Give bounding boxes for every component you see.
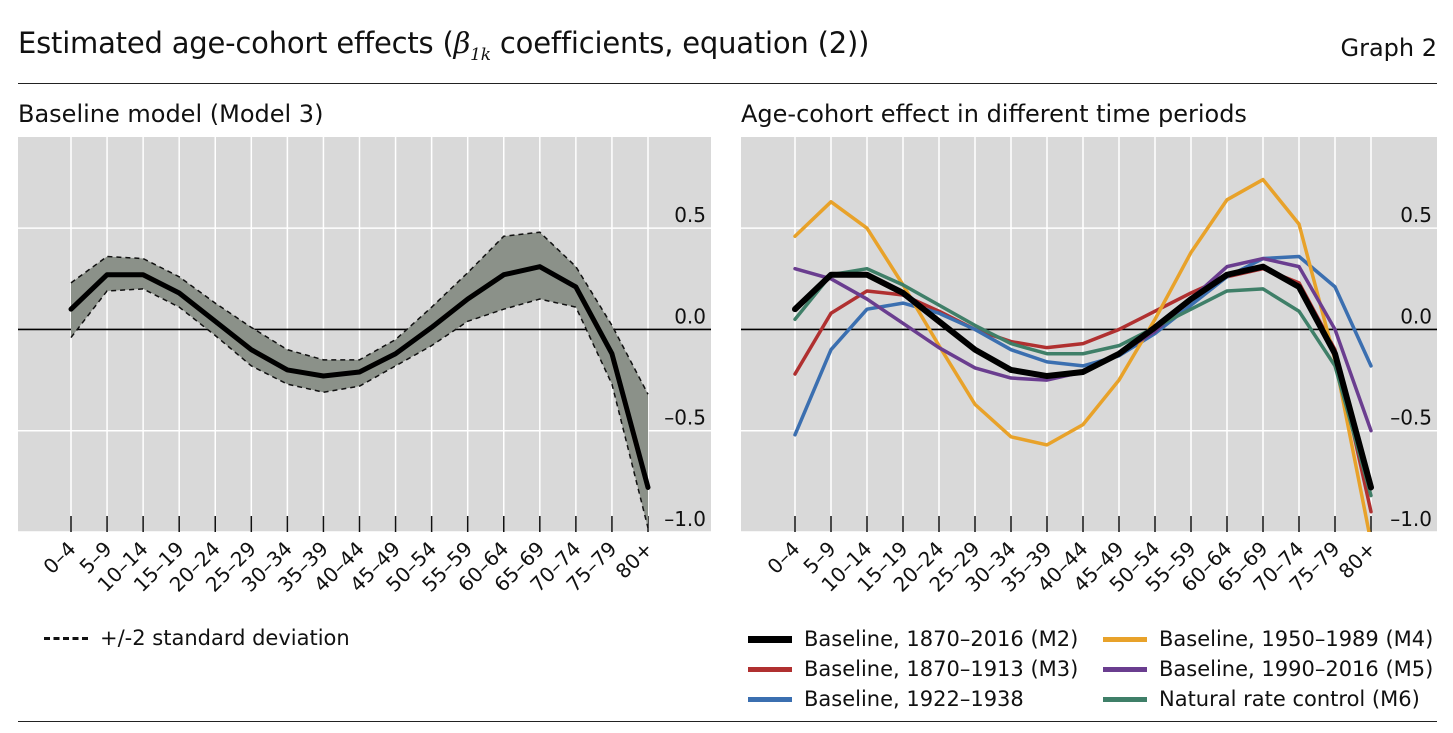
left-panel-title: Baseline model (Model 3) (18, 100, 324, 128)
graph-title: Estimated age-cohort effects (β1k coeffi… (18, 26, 870, 65)
series-line-5 (793, 266, 1373, 498)
x-tick-label: 0–4 (38, 537, 80, 579)
y-tick-label: –0.5 (1390, 406, 1432, 430)
legend-swatch (1103, 636, 1147, 642)
series-line-2 (793, 254, 1373, 437)
legend-label: Baseline, 1950–1989 (M4) (1159, 627, 1434, 651)
series-line-0 (68, 264, 651, 490)
legend-item-5: Natural rate control (M6) (1103, 687, 1420, 711)
legend-item-3: Baseline, 1950–1989 (M4) (1103, 627, 1433, 651)
y-tick-label: –0.5 (664, 406, 706, 430)
x-tick-label: 80+ (611, 537, 658, 584)
series-group (792, 177, 1374, 532)
legend-swatch (748, 635, 792, 643)
legend-label: Natural rate control (M6) (1159, 687, 1420, 711)
top-rule (18, 83, 1437, 84)
legend-label: Baseline, 1922–1938 (804, 687, 1024, 711)
y-tick-label: 0.0 (1400, 304, 1432, 328)
legend-label: Baseline, 1870–1913 (M3) (804, 657, 1079, 681)
series-line-3 (793, 177, 1371, 532)
y-tick-label: 0.0 (674, 304, 706, 328)
beta-symbol: β1k (453, 26, 491, 65)
x-tick-label: 0–4 (762, 537, 804, 579)
legend-item-0: Baseline, 1870–2016 (M2) (748, 627, 1078, 651)
band-upper-dashed (70, 231, 649, 395)
legend-swatch (1103, 696, 1147, 702)
legend-swatch (1103, 666, 1147, 672)
plot-area (741, 137, 1437, 532)
legend-swatch (748, 666, 792, 672)
legend-label-std: +/-2 standard deviation (100, 626, 350, 650)
legend-label: Baseline, 1990–2016 (M5) (1159, 657, 1434, 681)
x-tick-label: 80+ (1334, 537, 1381, 584)
legend-item-4: Baseline, 1990–2016 (M5) (1103, 657, 1433, 681)
legend-item-2: Baseline, 1922–1938 (748, 687, 1024, 711)
legend-item-1: Baseline, 1870–1913 (M3) (748, 657, 1078, 681)
graph-number: Graph 2 (1340, 34, 1437, 62)
legend-swatch-dashed (44, 636, 88, 640)
y-tick-label: –1.0 (664, 507, 706, 531)
y-tick-label: –1.0 (1390, 507, 1432, 531)
confidence-band (71, 232, 648, 528)
series-line-0 (792, 263, 1374, 491)
legend-swatch (748, 696, 792, 702)
left-chart: 0.50.0–0.5–1.00–45–910–1415–1920–2425–29… (18, 137, 711, 597)
legend-item-std: +/-2 standard deviation (44, 626, 350, 650)
right-panel-title: Age-cohort effect in different time peri… (741, 100, 1247, 128)
legend-label: Baseline, 1870–2016 (M2) (804, 627, 1079, 651)
series-group (68, 231, 651, 529)
band-lower-dashed (70, 288, 649, 529)
right-chart: 0.50.0–0.5–1.00–45–910–1415–1920–2425–29… (741, 137, 1437, 597)
y-tick-label: 0.5 (674, 203, 706, 227)
bottom-rule (18, 721, 1437, 722)
y-tick-label: 0.5 (1400, 203, 1432, 227)
